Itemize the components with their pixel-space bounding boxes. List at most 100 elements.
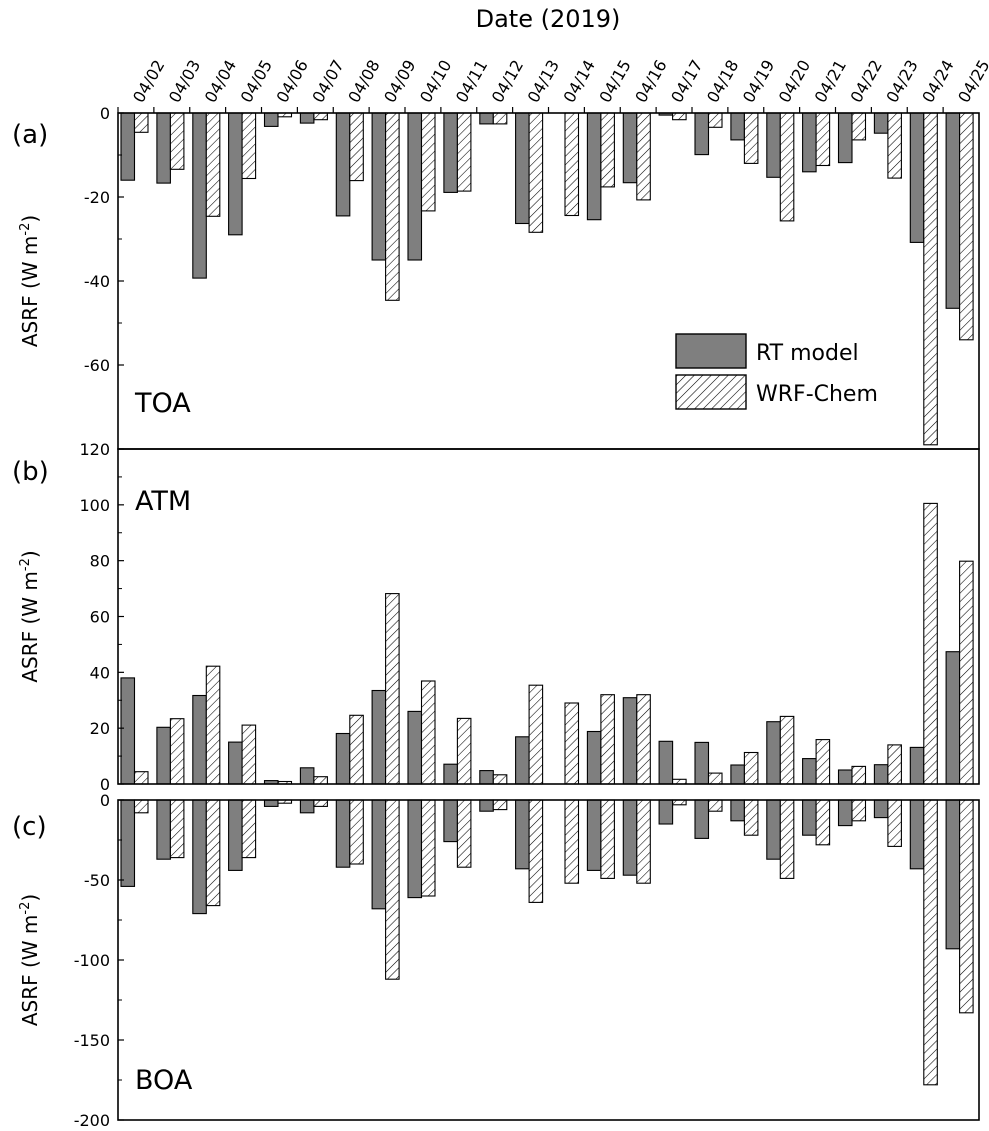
bar-wrf-chem-04-08-atm [349,714,364,785]
bar-wrf-chem-04-05-boa [241,799,257,859]
bar-wrf-chem-04-22-boa [851,799,867,822]
bar-wrf-chem-04-21-toa [815,112,831,167]
bar-wrf-chem-04-02-toa [133,112,149,133]
bar-wrf-chem-04-18-boa [707,799,723,812]
bar-rt-model-04-09-toa [371,112,387,261]
bar-wrf-chem-04-12-atm [492,774,508,785]
category-label-04-12: 04/12 [488,57,528,106]
bar-rt-model-04-20-atm [766,721,781,785]
panel-frame-boa [117,799,980,1121]
y-tick-label-toa: -60 [84,356,110,375]
bar-wrf-chem-04-13-boa [528,799,544,903]
bar-wrf-chem-04-15-boa [600,799,615,879]
bar-rt-model-04-08-boa [335,799,351,868]
bar-wrf-chem-04-11-toa [456,112,472,192]
bar-rt-model-04-06-toa [263,112,279,127]
bar-rt-model-04-08-atm [335,732,351,785]
bar-wrf-chem-04-12-boa [492,799,508,811]
bar-rt-model-04-13-boa [515,799,530,870]
category-label-04-20: 04/20 [775,57,815,106]
bar-wrf-chem-04-02-boa [133,799,149,814]
bar-rt-model-04-18-boa [694,799,710,839]
category-label-04-23: 04/23 [882,57,922,106]
panel-name-atm: ATM [135,486,191,517]
bar-wrf-chem-04-03-boa [169,799,185,859]
category-label-04-17: 04/17 [667,57,707,106]
bar-wrf-chem-04-16-toa [636,112,651,201]
bar-wrf-chem-04-18-atm [707,772,723,785]
bar-rt-model-04-15-atm [586,730,602,785]
bar-rt-model-04-04-toa [192,112,207,279]
y-tick-label-boa: -150 [74,1031,110,1050]
bar-rt-model-04-15-toa [586,112,602,221]
bar-wrf-chem-04-03-atm [169,718,185,785]
panel-toa: 0 -20 -40 -60 (a) TOA ASRF (W m-2) [12,104,980,450]
bar-rt-model-04-22-atm [837,769,853,785]
bar-rt-model-04-11-boa [443,799,458,843]
y-tick-label-toa: -40 [84,272,110,291]
bar-wrf-chem-04-23-atm [887,744,902,785]
bar-rt-model-04-20-toa [766,112,781,178]
bar-rt-model-04-05-toa [228,112,243,236]
bar-wrf-chem-04-13-toa [528,112,544,233]
bar-rt-model-04-13-toa [515,112,530,225]
bar-wrf-chem-04-04-toa [205,112,221,217]
legend-label-wrf-chem: WRF-Chem [756,382,878,407]
category-label-04-09: 04/09 [380,57,420,106]
bar-rt-model-04-07-boa [299,799,315,814]
y-tick-label-boa: -200 [74,1111,110,1130]
category-label-04-16: 04/16 [631,57,671,106]
bar-wrf-chem-04-24-atm [923,502,938,785]
bar-rt-model-04-02-atm [120,677,136,785]
y-axis-title-boa: ASRF (W m-2) [18,894,42,1026]
bar-rt-model-04-05-boa [228,799,243,871]
y-tick-label-atm: 120 [79,440,110,459]
bar-wrf-chem-04-22-toa [851,112,867,141]
category-label-04-07: 04/07 [308,57,348,106]
bar-wrf-chem-04-08-toa [349,112,364,182]
bar-wrf-chem-04-14-toa [564,112,580,217]
bar-rt-model-04-24-atm [909,746,925,785]
bar-wrf-chem-04-07-atm [313,776,328,785]
category-labels: 04/0204/0304/0404/0504/0604/0704/0804/09… [117,57,989,113]
bar-wrf-chem-04-25-boa [959,799,974,1014]
y-tick-label-atm: 0 [100,775,110,794]
category-label-04-06: 04/06 [272,57,312,106]
bar-wrf-chem-04-10-boa [420,799,436,897]
category-label-04-22: 04/22 [846,57,886,106]
y-tick-label-boa: -100 [74,951,110,970]
bar-wrf-chem-04-20-boa [779,799,795,879]
bar-rt-model-04-02-boa [120,799,136,887]
bar-wrf-chem-04-19-toa [743,112,759,164]
y-tick-label-atm: 60 [90,608,110,627]
bar-rt-model-04-21-boa [802,799,817,836]
bar-rt-model-04-05-atm [228,741,243,785]
bar-wrf-chem-04-21-atm [815,739,831,785]
y-tick-label-atm: 20 [90,719,110,738]
bar-wrf-chem-04-14-boa [564,799,580,884]
y-axis-title-toa: ASRF (W m-2) [18,215,42,347]
category-label-04-04: 04/04 [201,57,241,106]
bar-rt-model-04-25-atm [945,651,961,785]
bar-rt-model-04-16-atm [622,697,638,785]
bar-wrf-chem-04-18-toa [707,112,723,128]
bar-rt-model-04-24-toa [909,112,925,243]
bar-wrf-chem-04-13-atm [528,684,544,785]
bar-rt-model-04-10-atm [407,710,423,785]
bar-rt-model-04-25-toa [945,112,961,309]
category-label-04-10: 04/10 [416,57,456,106]
bar-wrf-chem-04-19-boa [743,799,759,836]
bar-rt-model-04-24-boa [909,799,925,870]
bar-wrf-chem-04-15-toa [600,112,615,188]
bar-rt-model-04-20-boa [766,799,781,860]
panel-tag-atm: (b) [12,457,49,487]
y-tick-label-atm: 40 [90,663,110,682]
bar-rt-model-04-22-boa [837,799,853,827]
bar-wrf-chem-04-24-toa [923,112,938,446]
bar-rt-model-04-07-atm [299,767,315,785]
bar-rt-model-04-25-boa [945,799,961,950]
bar-rt-model-04-12-toa [479,112,494,125]
bar-wrf-chem-04-17-toa [672,112,687,121]
category-label-04-25: 04/25 [954,57,989,106]
